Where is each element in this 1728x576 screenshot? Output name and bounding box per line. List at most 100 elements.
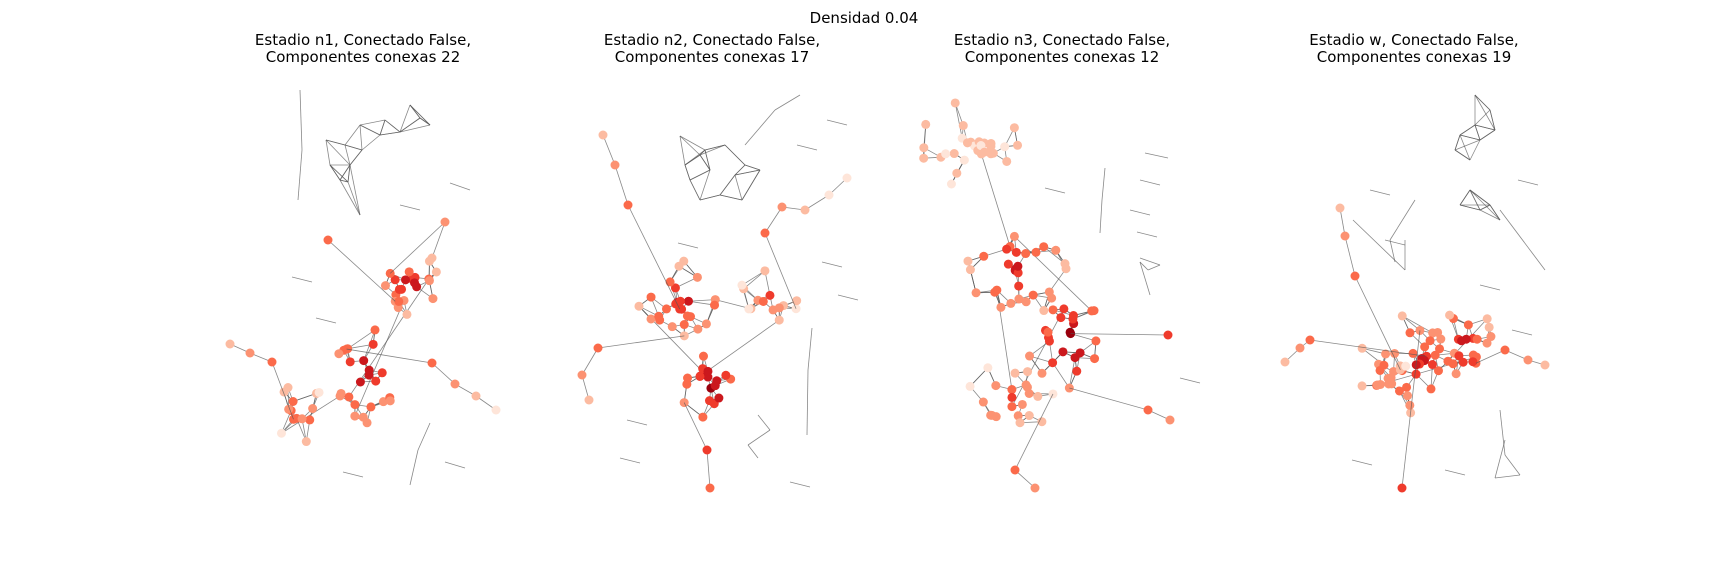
isolated-edge [339,179,361,216]
graph-node [683,296,693,306]
graph-node [958,121,968,131]
graph-node [983,363,993,373]
graph-node [1007,392,1017,402]
graph-node [1397,483,1407,493]
graph-panel-w [1280,94,1550,493]
isolated-edge [699,154,711,171]
graph-node [350,400,360,410]
graph-node [950,98,960,108]
isolated-edge [449,182,471,191]
isolated-edge [315,317,337,324]
figure-title: Densidad 0.04 [809,9,919,27]
graph-node [1451,369,1461,379]
isolated-edge [704,149,711,171]
graph-node [683,373,693,383]
isolated-edge [379,131,401,136]
graph-node [792,296,802,306]
isolated-edge [1352,219,1406,271]
panel-title-n1: Estadio n1, Conectado False, Componentes… [183,32,543,66]
graph-node [1408,348,1418,358]
isolated-edge [344,124,361,146]
graph-node [1411,369,1421,379]
graph-node [362,418,372,428]
isolated-edge [699,149,706,156]
graph-node [1381,349,1391,359]
graph-node [1357,381,1367,391]
isolated-edge [1144,152,1169,159]
graph-node [1433,366,1443,376]
graph-node [450,379,460,389]
isolated-edge [361,134,381,151]
graph-node [634,301,644,311]
isolated-edge [1479,129,1496,141]
graph-node [1454,351,1464,361]
graph-node [1015,418,1025,428]
graph-edge [1402,315,1433,334]
graph-node [1405,400,1415,410]
isolated-edge [796,144,818,151]
isolated-edge [1489,204,1501,221]
graph-node [368,339,378,349]
isolated-edge [1389,199,1416,241]
panel-title-w: Estadio w, Conectado False, Componentes … [1234,32,1594,66]
isolated-edge [741,169,761,201]
isolated-edge [826,119,848,126]
graph-node [698,412,708,422]
isolated-edge [734,164,746,176]
graph-edge [1011,308,1065,407]
graph-node [705,483,715,493]
isolated-edge [1129,209,1151,216]
graph-node [1433,327,1443,337]
graph-node [1037,368,1047,378]
graph-edge [1069,387,1149,411]
graph-node [431,267,441,277]
isolated-edge [774,94,801,111]
graph-node [323,235,333,245]
isolated-edge [344,144,351,166]
graph-node [1523,355,1533,365]
graph-node [1003,259,1013,269]
isolated-edge [699,169,711,201]
graph-node [344,392,354,402]
isolated-edge [747,444,759,459]
graph-edge [271,361,294,420]
graph-node [410,278,420,288]
graph-node [366,402,376,412]
graph-edge [700,319,780,377]
graph-node [760,266,770,276]
panel-title-n2: Estadio n2, Conectado False, Componentes… [532,32,892,66]
graph-node [1059,304,1069,314]
isolated-edge [347,164,351,183]
graph-node [962,138,972,148]
graph-node [1500,345,1510,355]
graph-edge [1049,268,1067,293]
graph-node [1482,314,1492,324]
graph-node [1426,384,1436,394]
isolated-edge [684,164,691,181]
graph-node [1068,311,1078,321]
graph-node [1043,327,1053,337]
panel-title-line2: Componentes conexas 12 [964,48,1160,66]
graph-node [401,275,411,285]
graph-node [758,296,768,306]
graph-node [1091,336,1101,346]
graph-node [623,200,633,210]
graph-node [364,365,374,375]
graph-node [1390,348,1400,358]
graph-node [777,202,787,212]
isolated-edge [1474,109,1491,126]
graph-node [675,296,685,306]
graph-node [1165,415,1175,425]
graph-node [314,387,324,397]
graph-node [1375,379,1385,389]
graph-node [1024,411,1034,421]
graph-edge [1354,275,1401,371]
isolated-edge [744,109,776,146]
graph-node [679,256,689,266]
graph-node [1072,366,1082,376]
graph-node [1021,380,1031,390]
graph-node [1457,336,1467,346]
isolated-edge [1469,189,1491,206]
graph-edge [804,194,830,211]
isolated-edge [747,429,771,446]
